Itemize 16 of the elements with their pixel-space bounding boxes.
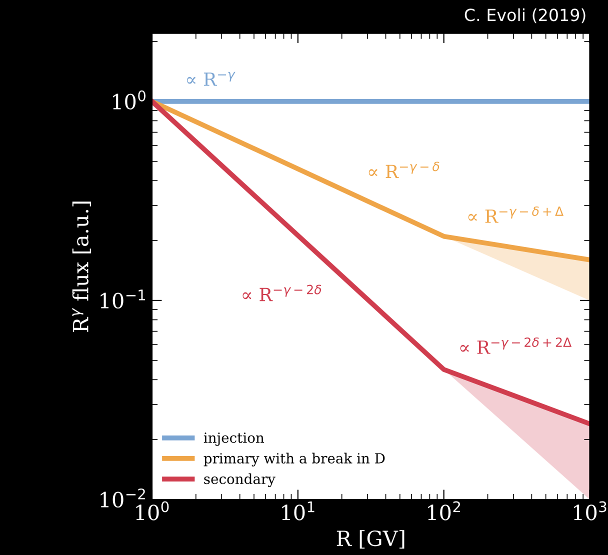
y-tick-label: 10$^{0}$ xyxy=(113,90,146,110)
x-tick-label: 10$^{2}$ xyxy=(428,501,460,520)
legend-label: injection xyxy=(204,432,264,446)
y-tick-label: 10$^{−1}$ xyxy=(100,290,146,309)
annotation: ∝ R$^{−γ}$ xyxy=(186,72,236,86)
legend-label: secondary xyxy=(204,473,276,487)
x-tick-label: 10$^{1}$ xyxy=(282,501,314,520)
y-axis-title: R$^{γ}$ flux [a.u.] xyxy=(72,202,91,332)
annotation: ∝ R$^{−γ−2δ+2Δ}$ xyxy=(460,337,572,354)
text: C. Evoli (2019) xyxy=(464,8,586,24)
x-axis-title: R [GV] xyxy=(336,530,404,549)
annotation: ∝ R$^{−γ−2δ}$ xyxy=(242,284,322,302)
legend-label: primary with a break in D xyxy=(204,452,385,466)
x-tick-label: 10$^{3}$ xyxy=(574,501,606,520)
annotation: ∝ R$^{−γ−δ}$ xyxy=(368,162,440,178)
annotation: ∝ R$^{−γ−δ+Δ}$ xyxy=(468,206,564,223)
